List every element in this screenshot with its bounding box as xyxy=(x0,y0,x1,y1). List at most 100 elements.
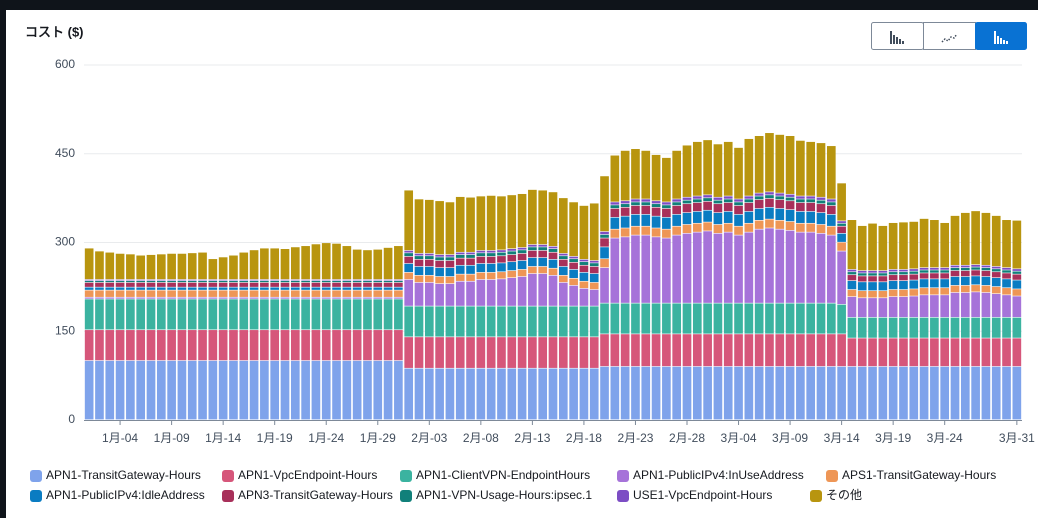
bar-segment xyxy=(899,275,908,281)
bar-segment xyxy=(249,330,259,361)
bar-segment xyxy=(806,199,816,203)
x-tick-label: 1月-14 xyxy=(205,431,241,445)
bar-segment xyxy=(476,279,486,306)
bar-segment xyxy=(136,282,146,287)
bar-segment xyxy=(538,266,548,274)
bar-segment xyxy=(167,253,176,280)
bar-segment xyxy=(796,232,805,303)
bar-segment xyxy=(703,303,712,334)
bar-segment xyxy=(115,360,125,420)
bar-segment xyxy=(218,257,228,280)
bar-segment xyxy=(641,202,651,206)
bar-segment xyxy=(373,330,383,361)
x-tick-label: 2月-18 xyxy=(566,431,602,445)
bar-segment xyxy=(95,279,104,281)
bar-segment xyxy=(115,297,125,299)
bar-segment xyxy=(703,210,712,222)
bar-segment xyxy=(342,297,352,299)
bar-segment xyxy=(218,299,228,330)
bar-segment xyxy=(84,330,94,361)
bar-segment xyxy=(352,330,362,361)
bar-segment xyxy=(713,200,723,204)
bar-segment xyxy=(136,280,146,283)
bar-segment xyxy=(435,201,444,255)
bar-segment xyxy=(991,269,1001,272)
bar-segment xyxy=(424,256,434,260)
bar-segment xyxy=(528,189,537,245)
bar-segment xyxy=(394,279,403,281)
bar-segment xyxy=(290,287,300,290)
bar-segment xyxy=(600,267,609,303)
bar-segment xyxy=(497,306,506,337)
bar-segment xyxy=(734,147,743,199)
bar-segment xyxy=(373,249,383,280)
bar-segment xyxy=(651,237,661,303)
bar-segment xyxy=(156,299,166,330)
bar-segment xyxy=(589,273,599,283)
bar-segment xyxy=(105,252,115,280)
bar-segment xyxy=(1012,271,1022,274)
bar-segment xyxy=(1002,220,1011,268)
bar-segment xyxy=(445,276,455,284)
bar-segment xyxy=(486,195,496,251)
bar-segment xyxy=(136,255,146,280)
bar-segment xyxy=(558,266,568,276)
bar-segment xyxy=(878,298,888,318)
bar-segment xyxy=(919,270,929,273)
bar-segment xyxy=(394,280,403,283)
bar-segment xyxy=(899,272,908,275)
bar-segment xyxy=(280,299,290,330)
bar-segment xyxy=(940,279,950,288)
bar-segment xyxy=(754,199,764,209)
bar-segment xyxy=(785,201,795,210)
bar-segment xyxy=(589,203,599,261)
bar-segment xyxy=(734,202,743,206)
bar-segment xyxy=(290,247,300,280)
bar-segment xyxy=(734,366,743,420)
bar-segment xyxy=(95,282,104,287)
bar-segment xyxy=(466,265,475,274)
bar-segment xyxy=(435,267,444,277)
bar-segment xyxy=(177,297,187,299)
bar-segment xyxy=(857,317,867,338)
bar-segment xyxy=(930,366,939,420)
line-view-button[interactable] xyxy=(923,22,976,50)
bar-segment xyxy=(136,287,146,290)
bar-segment xyxy=(208,360,218,420)
bar-segment xyxy=(662,238,671,303)
bar-segment xyxy=(229,255,238,280)
bar-segment xyxy=(486,256,496,264)
bar-segment xyxy=(136,330,146,361)
bar-segment xyxy=(930,317,939,338)
bar-segment xyxy=(981,267,991,271)
bar-segment xyxy=(156,254,166,280)
stacked-view-button[interactable] xyxy=(975,22,1027,50)
bar-segment xyxy=(641,199,651,202)
bar-segment xyxy=(239,330,249,361)
bar-segment xyxy=(589,337,599,368)
bar-view-button[interactable] xyxy=(871,22,924,50)
bar-segment xyxy=(383,297,393,299)
bar-segment xyxy=(146,254,156,280)
bar-segment xyxy=(208,297,218,299)
bar-segment xyxy=(229,297,238,299)
bar-segment xyxy=(218,290,228,297)
bar-segment xyxy=(311,290,321,297)
bar-segment xyxy=(734,226,743,235)
bar-segment xyxy=(857,225,867,271)
bar-segment xyxy=(507,251,517,255)
bar-segment xyxy=(765,192,774,195)
bar-segment xyxy=(105,297,115,299)
bar-segment xyxy=(126,360,135,420)
bar-segment xyxy=(1012,366,1022,420)
bar-segment xyxy=(713,197,723,200)
bar-segment xyxy=(538,273,548,306)
bar-segment xyxy=(651,207,661,216)
bar-segment xyxy=(847,280,857,290)
bar-segment xyxy=(672,366,682,420)
bar-segment xyxy=(476,272,486,280)
legend-swatch xyxy=(826,470,838,482)
bar-segment xyxy=(455,337,465,368)
bar-segment xyxy=(930,288,939,295)
bar-segment xyxy=(466,368,475,420)
